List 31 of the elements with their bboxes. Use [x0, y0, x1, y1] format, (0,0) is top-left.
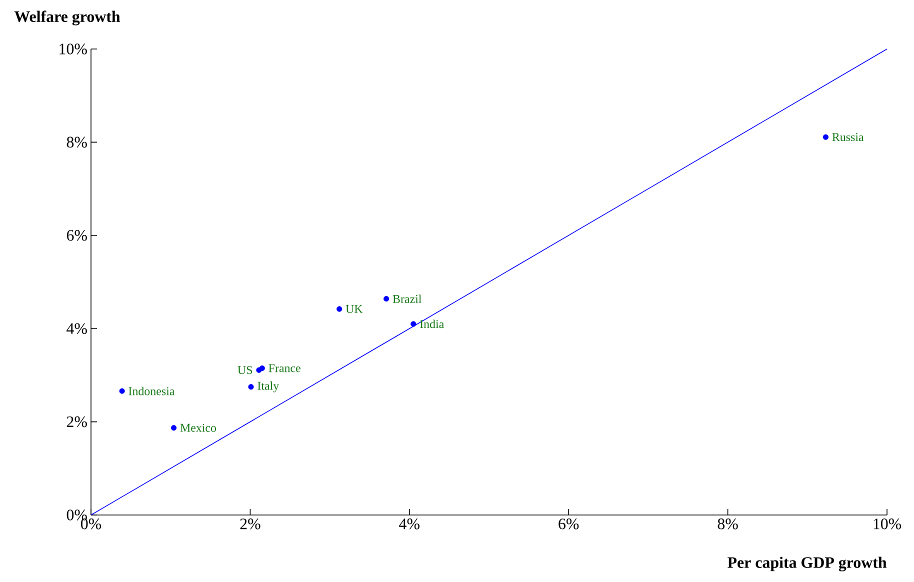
point — [384, 296, 390, 302]
x-tick-label: 2% — [240, 518, 260, 530]
y-axis-title: Welfare growth — [14, 10, 120, 26]
x-tick-label: 6% — [558, 518, 579, 530]
x-tick-label: 0% — [80, 518, 102, 530]
y-tick-label: 4% — [66, 323, 87, 334]
y-tick-label: 8% — [66, 136, 87, 148]
point — [259, 365, 265, 372]
x-tick-label: 8% — [718, 518, 738, 530]
point — [822, 134, 829, 140]
point — [410, 321, 416, 327]
x-axis-title: Per capita GDP growth — [728, 556, 887, 572]
annotation: Mexico — [180, 424, 216, 432]
annotation: Italy — [258, 381, 280, 392]
point — [119, 388, 125, 394]
point — [170, 425, 177, 431]
x-tick-label: 10% — [874, 518, 902, 530]
point — [336, 306, 342, 312]
annotation: US — [238, 366, 252, 374]
y-tick-label: 10% — [60, 44, 87, 54]
y-tick-label: 0% — [66, 510, 87, 520]
annotation: Russia — [832, 133, 864, 142]
point — [248, 384, 254, 390]
annotation: India — [420, 320, 444, 328]
y-tick-label: 6% — [66, 230, 87, 241]
annotation: Indonesia — [128, 386, 175, 396]
annotation: Brazil — [392, 294, 422, 303]
x-tick-label: 4% — [399, 518, 420, 530]
annotation: France — [268, 364, 300, 372]
annotation: UK — [346, 305, 363, 313]
y-tick-label: 2% — [66, 416, 87, 428]
